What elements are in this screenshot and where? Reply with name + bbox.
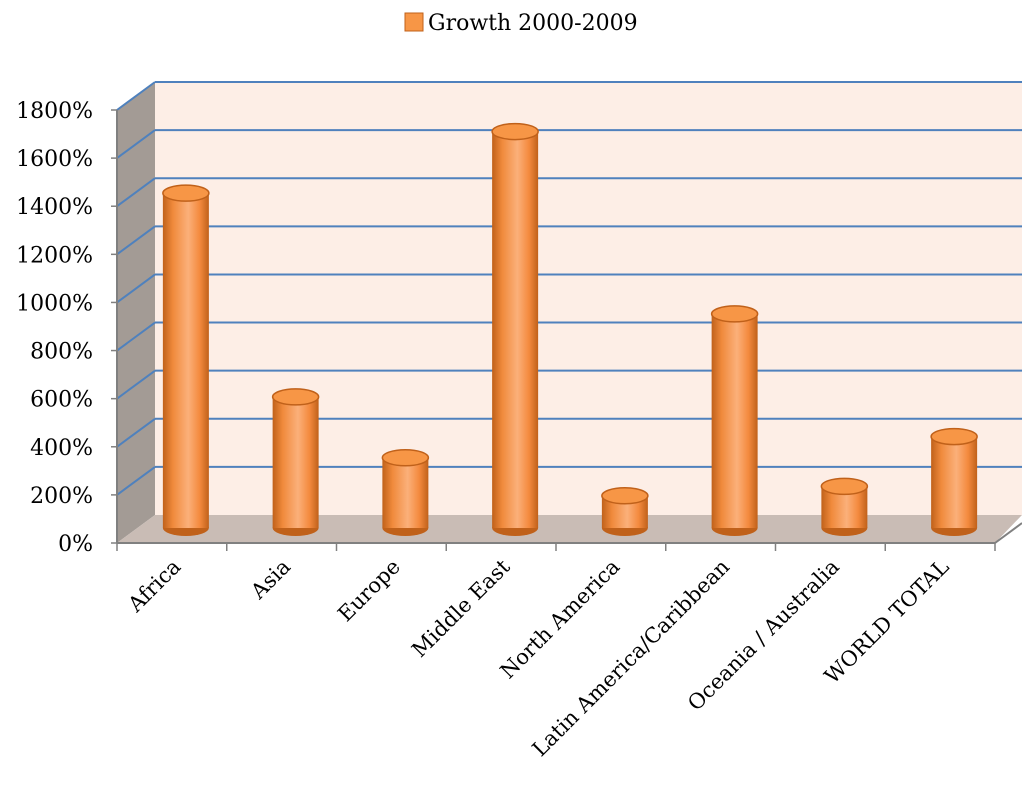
gridlines xyxy=(116,81,1022,496)
floor-edge xyxy=(994,522,1022,544)
bar-top xyxy=(491,122,539,141)
gridline-side xyxy=(116,273,156,304)
x-category-label: Africa xyxy=(123,555,186,618)
legend: Growth 2000-2009 xyxy=(404,11,638,36)
bar xyxy=(162,184,210,536)
bar-body xyxy=(382,457,429,528)
bars xyxy=(162,122,978,536)
x-category-label: Asia xyxy=(246,555,296,605)
bar-top xyxy=(381,449,430,467)
side-wall xyxy=(117,82,155,543)
y-tick-label: 0% xyxy=(58,532,93,557)
gridline-side xyxy=(116,417,156,448)
bar xyxy=(930,427,978,536)
gridline-side xyxy=(116,225,156,256)
x-category-label: Europe xyxy=(333,555,405,627)
bar xyxy=(381,449,430,536)
y-tick-label: 1400% xyxy=(16,195,93,220)
axes xyxy=(111,109,1022,551)
bar xyxy=(710,305,759,536)
bar xyxy=(491,122,539,536)
gridline-side xyxy=(116,466,156,496)
y-tick-label: 200% xyxy=(30,484,93,509)
gridline-side xyxy=(116,369,156,400)
gridline-side xyxy=(116,321,156,352)
bar-top xyxy=(162,184,210,202)
floor xyxy=(117,515,1022,543)
legend-label: Growth 2000-2009 xyxy=(428,11,638,36)
y-axis-tick-labels: 0% 200% 400% 600% 800% 1000% 1200% 1400% 1600% 18… xyxy=(16,99,93,557)
bar-body xyxy=(492,131,539,528)
y-tick-label: 1000% xyxy=(16,291,93,316)
bar-body xyxy=(272,396,319,528)
gridline-side xyxy=(116,177,156,208)
bar xyxy=(820,477,869,536)
x-category-label: Latin America/Caribbean xyxy=(528,555,735,762)
bar-body xyxy=(711,313,758,528)
y-tick-label: 1600% xyxy=(16,147,93,172)
y-tick-label: 600% xyxy=(30,388,93,413)
bar-top xyxy=(930,427,978,446)
y-tick-label: 1200% xyxy=(16,243,93,268)
x-category-label: North America xyxy=(496,555,625,684)
gridline-side xyxy=(116,81,156,111)
bar xyxy=(601,487,649,536)
bar-top xyxy=(271,388,320,406)
gridline-side xyxy=(116,129,156,159)
y-tick-label: 400% xyxy=(30,436,93,461)
legend-swatch xyxy=(404,12,424,32)
y-tick-label: 800% xyxy=(30,340,93,365)
bar-body xyxy=(931,436,978,528)
bar-body xyxy=(162,193,209,528)
y-tick-label: 1800% xyxy=(16,99,93,124)
bar xyxy=(271,388,320,536)
bar-top xyxy=(710,305,759,323)
bar-top xyxy=(601,487,649,505)
x-category-label: Middle East xyxy=(407,554,515,662)
bar-top xyxy=(820,477,869,496)
